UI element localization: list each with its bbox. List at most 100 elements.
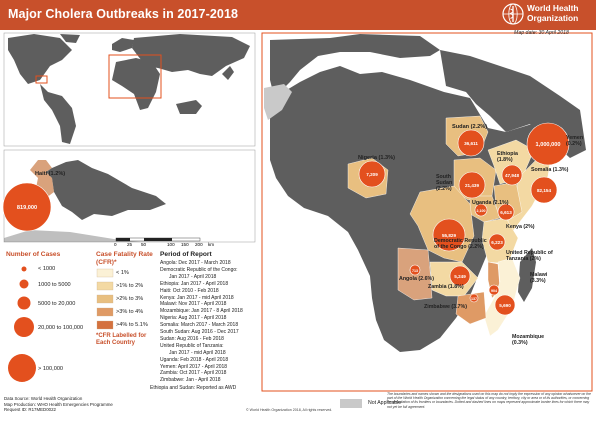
- scale-tick-150: 150: [181, 242, 189, 247]
- footer-request-id: Request ID: R17MED0022: [4, 407, 56, 413]
- case-bubble: 47,948: [501, 164, 523, 186]
- country-label-uganda: Uganda (2.1%): [472, 200, 509, 206]
- cfr-legend-swatch-1: [96, 268, 114, 278]
- cases-legend-circles: [8, 266, 36, 382]
- cases-legend-circle-2: [19, 279, 29, 289]
- scale-tick-200: 200: [195, 242, 203, 247]
- cases-legend-label-5: > 100,000: [38, 366, 64, 372]
- period-line: Jan 2017 - April 2018: [169, 273, 217, 280]
- period-line: Democratic Republic of the Congo:: [160, 266, 238, 273]
- case-bubble-value: 713: [412, 269, 418, 273]
- footer-data-source: Data Source: World Health Organization: [4, 396, 83, 401]
- cases-legend-label-4: 20,000 to 100,000: [38, 325, 84, 331]
- case-bubble-circle: [409, 264, 421, 276]
- footer-source: Data Source: World Health Organization M…: [4, 396, 113, 413]
- case-bubble-value: 137: [471, 297, 477, 301]
- case-bubble-value: 819,000: [17, 205, 37, 211]
- case-bubble-circle: [2, 182, 52, 232]
- case-bubble-circle: [474, 203, 488, 217]
- cfr-legend-label-5: >4% to 5.1%: [116, 322, 148, 328]
- period-line: Malawi: Nov 2017 - April 2018: [160, 301, 227, 308]
- case-bubbles: 819,000 7,209 36,611 1,000,000 47,948 82,154 2…: [2, 122, 570, 316]
- case-bubble: 55,829: [432, 218, 466, 252]
- map-date: Map date: 30 April 2018: [514, 30, 569, 36]
- case-bubble: 6,613: [497, 203, 515, 221]
- scale-tick-25: 25: [127, 242, 133, 247]
- case-bubble-value: 55,829: [442, 233, 456, 238]
- country-label-kenya: Kenya (2%): [506, 224, 535, 230]
- cfr-legend-swatch-4: [96, 307, 114, 317]
- period-line: Zimbabwe: Jan - April 2018: [160, 377, 221, 384]
- who-name-line1: World Health: [527, 3, 579, 13]
- case-bubble-circle: [358, 160, 386, 188]
- period-line: Somalia: March 2017 - March 2018: [160, 322, 239, 329]
- case-bubble: 819,000: [2, 182, 52, 232]
- case-bubble-circle: [432, 218, 466, 252]
- case-bubble: 7,209: [358, 160, 386, 188]
- country-label-south-sudan: South Sudan (2.2%): [436, 174, 453, 193]
- period-line: Uganda: Feb 2018 - April 2018: [160, 356, 229, 363]
- period-list: Angola: Dec 2017 - March 2018 Democratic …: [160, 260, 270, 386]
- cfr-legend-swatch-5: [96, 320, 114, 330]
- country-label-yemen: Yemen (0.2%): [566, 135, 584, 148]
- cfr-legend-swatch-3: [96, 294, 114, 304]
- cfr-legend-note: *CFR Labelled for Each Country: [96, 333, 147, 346]
- country-label-zambia: Zambia (1.8%): [428, 284, 464, 290]
- footer-disclaimer: The boundaries and names shown and the d…: [387, 392, 591, 409]
- case-bubble-value: 21,439: [465, 183, 479, 188]
- cfr-legend-swatches: [96, 268, 114, 330]
- country-label-ethiopia: Ethiopia (1.8%): [497, 151, 518, 164]
- country-label-drc: Democratic Republic of the Congo (2.2%): [434, 238, 487, 251]
- cfr-legend-label-4: >3% to 4%: [116, 309, 144, 315]
- case-bubble-circle: [526, 122, 570, 166]
- cases-legend-circle-1: [21, 266, 27, 272]
- cases-legend-circle-5: [8, 354, 36, 382]
- case-bubble-value: 6,223: [491, 240, 503, 245]
- case-bubble: 21,439: [458, 171, 486, 199]
- cfr-legend-label-2: >1% to 2%: [116, 283, 144, 289]
- scale-unit: km: [208, 242, 215, 247]
- case-bubble-value: 6,613: [500, 210, 512, 215]
- case-bubble-value: 82,154: [537, 188, 551, 193]
- case-bubble-circle: [501, 164, 523, 186]
- period-line: Nigeria: Aug 2017 - April 2018: [160, 315, 227, 322]
- scale-tick-0: 0: [114, 242, 117, 247]
- period-line: Sudan: Aug 2016 - Feb 2018: [160, 335, 224, 342]
- case-bubble-value: 5,249: [454, 274, 466, 279]
- period-line: Mozambique: Jan 2017 - 8 April 2018: [160, 308, 243, 315]
- period-line: United Republic of Tanzania:: [160, 342, 224, 349]
- country-label-nigeria: Nigeria (1.3%): [358, 155, 395, 161]
- case-bubble-value: 1,000,000: [536, 142, 561, 148]
- scale-bar-labels: 0 25 50 100 150 200 km: [108, 242, 218, 249]
- case-bubble: 5,249: [449, 265, 471, 287]
- cfr-legend-swatch-2: [96, 281, 114, 291]
- country-label-malawi: Malawi (3.3%): [530, 272, 548, 285]
- period-line: South Sudan: Aug 2016 - Dec 2017: [160, 329, 239, 335]
- title-bar: Major Cholera Outbreaks in 2017-2018 Wor…: [0, 0, 596, 30]
- case-bubble-value: 47,948: [505, 173, 519, 178]
- case-bubble: 904: [488, 284, 500, 296]
- footer-copyright: © World Health Organization 2018, All ri…: [246, 408, 333, 412]
- period-line: Yemen: April 2017 - April 2018: [160, 363, 228, 370]
- country-label-zimbabwe: Zimbabwe (3.7%): [424, 304, 467, 310]
- case-bubble-circle: [449, 265, 471, 287]
- who-name-line2: Organization: [527, 12, 579, 23]
- cfr-legend-label-1: < 1%: [116, 270, 129, 276]
- country-label-sudan: Sudan (2.2%): [452, 124, 488, 130]
- case-bubble: 82,154: [530, 176, 558, 204]
- case-bubble-value: 2,100: [477, 209, 486, 213]
- country-label-mozambique: Mozambique (0.3%): [512, 334, 545, 347]
- case-bubble-value: 5,690: [499, 303, 511, 308]
- cases-legend-label-2: 1000 to 5000: [38, 282, 71, 288]
- country-label-tanzania: United Republic of Tanzania (2%): [506, 250, 553, 263]
- case-bubble: 713: [409, 264, 421, 276]
- case-bubble: 5,690: [494, 294, 516, 316]
- case-bubble: 1,000,000: [526, 122, 570, 166]
- cases-legend-circle-3: [17, 296, 31, 310]
- case-bubble: 137: [469, 293, 479, 303]
- period-line: Ethiopia: Jan 2017 - April 2018: [160, 280, 229, 287]
- case-bubble-circle: [457, 129, 485, 157]
- footer-map-production: Map Production: WHO Health Emergencies P…: [4, 401, 113, 407]
